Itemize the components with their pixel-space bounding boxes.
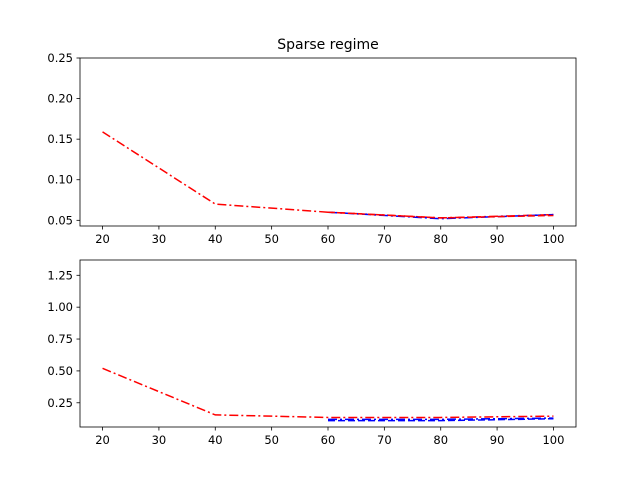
series-line-1: [328, 417, 554, 421]
top-chart: 20 30 40 50 60 70 80 90 100 0.05 0.10 0.15 0.20 0.25: [47, 51, 577, 246]
x-tick-label: 40: [208, 433, 223, 447]
x-tick-label: 60: [321, 232, 336, 246]
top-chart-title: Sparse regime: [277, 37, 379, 53]
y-tick-label: 1.25: [47, 268, 73, 282]
x-tick-label: 30: [152, 433, 167, 447]
y-tick-label: 1.00: [47, 300, 73, 314]
x-tick-label: 20: [95, 232, 110, 246]
x-tick-label: 60: [321, 433, 336, 447]
x-tick-label: 50: [264, 232, 279, 246]
y-tick-label: 0.05: [47, 213, 73, 227]
x-tick-label: 100: [542, 232, 564, 246]
x-tick-label: 70: [377, 232, 392, 246]
series-line-2: [328, 417, 554, 422]
y-tick-label: 0.20: [47, 92, 73, 106]
y-tick-label: 0.50: [47, 364, 73, 378]
series-line-2: [327, 211, 554, 219]
series-line-0: [102, 367, 554, 419]
x-tick-label: 80: [433, 433, 448, 447]
x-tick-label: 40: [208, 232, 223, 246]
series-line-1: [327, 211, 554, 220]
x-tick-label: 90: [490, 433, 505, 447]
bottom-chart: 20 30 40 50 60 70 80 90 100 0.25 0.50 0.75 1.00 1.25: [47, 259, 577, 447]
x-tick-label: 20: [95, 433, 110, 447]
y-tick-label: 0.15: [47, 132, 73, 146]
y-tick-label: 0.25: [47, 396, 73, 410]
x-tick-label: 100: [542, 433, 564, 447]
y-tick-label: 0.25: [47, 51, 73, 65]
x-tick-label: 70: [377, 433, 392, 447]
y-tick-label: 0.10: [47, 173, 73, 187]
x-tick-label: 30: [152, 232, 167, 246]
x-tick-label: 50: [264, 433, 279, 447]
y-tick-label: 0.75: [47, 332, 73, 346]
x-tick-label: 90: [490, 232, 505, 246]
x-tick-label: 80: [433, 232, 448, 246]
